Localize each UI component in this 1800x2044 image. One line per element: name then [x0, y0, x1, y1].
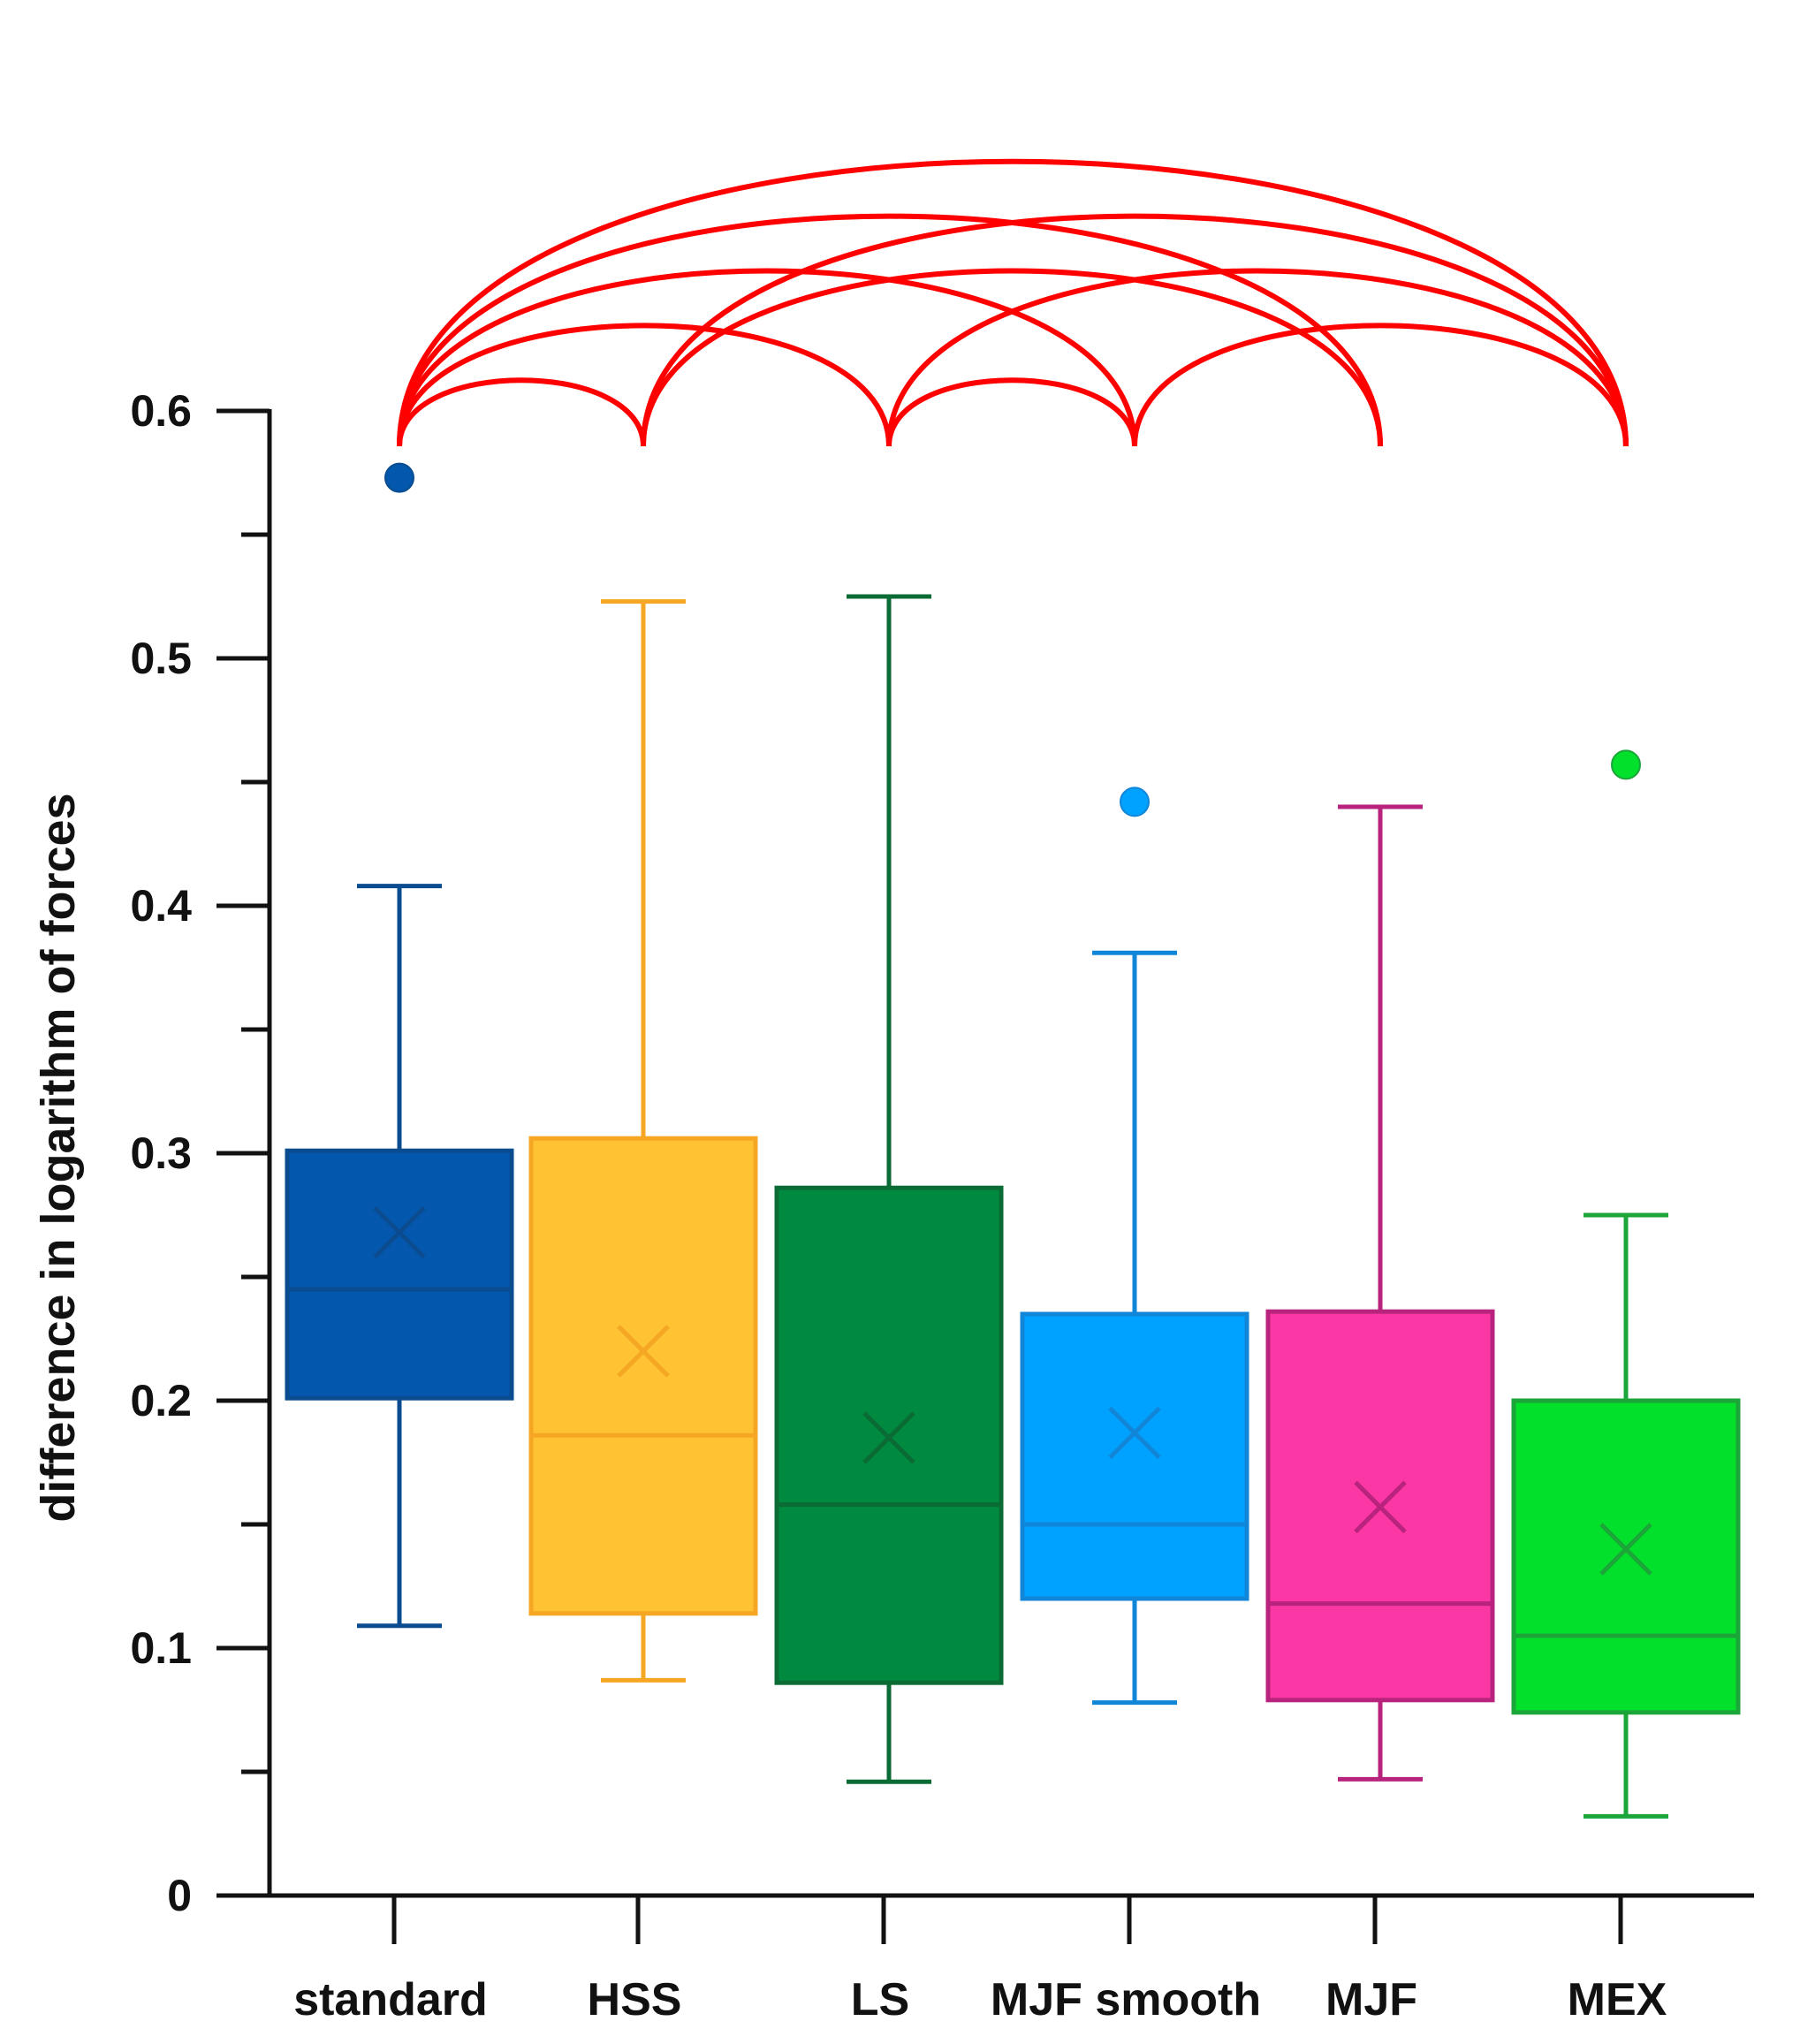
y-tick-label: 0.4 — [130, 881, 192, 931]
box-mex — [1511, 749, 1741, 1819]
x-tick-label: LS — [851, 1974, 909, 2025]
outlier-point — [384, 462, 414, 493]
x-tick-label: standard — [293, 1974, 488, 2025]
box-mjf-smooth — [1020, 786, 1249, 1706]
box-ls — [774, 594, 1004, 1784]
ticks-layer: 0 0.1 0.2 0.3 0.4 0.5 0.6 standard HSS LS MJF smoo… — [130, 386, 1667, 2025]
boxes-layer — [285, 462, 1741, 1819]
iqr-box — [1511, 1398, 1741, 1715]
y-tick-label: 0.2 — [130, 1376, 192, 1425]
x-tick-label: MJF smooth — [991, 1974, 1261, 2025]
mean-marker — [862, 1411, 915, 1464]
significance-arc — [886, 377, 1137, 447]
iqr-box — [1020, 1311, 1249, 1601]
significance-arc — [397, 323, 892, 447]
x-tick-label: HSS — [588, 1974, 682, 2025]
y-tick-label: 0.6 — [130, 386, 192, 436]
box-hss — [528, 599, 758, 1683]
significance-arc — [886, 268, 1629, 447]
significance-arc — [397, 377, 646, 447]
mean-marker — [1354, 1480, 1407, 1534]
box-standard — [285, 462, 514, 1629]
significance-arc — [1132, 323, 1629, 447]
mean-marker — [1108, 1406, 1161, 1460]
y-tick-label: 0.5 — [130, 634, 192, 683]
iqr-box — [285, 1148, 514, 1401]
significance-arc — [397, 268, 1137, 447]
outlier-point — [1120, 786, 1150, 817]
significance-arc — [641, 213, 1629, 447]
y-tick-label: 0 — [167, 1871, 192, 1920]
mean-marker — [617, 1325, 670, 1378]
y-tick-label: 0.1 — [130, 1623, 192, 1673]
mean-marker — [373, 1205, 426, 1259]
significance-arc — [397, 158, 1629, 447]
x-tick-label: MEX — [1568, 1974, 1667, 2025]
significance-arc — [641, 268, 1383, 447]
box-mjf — [1265, 804, 1495, 1782]
y-tick-label: 0.3 — [130, 1128, 192, 1178]
y-axis-title: difference in logarithm of forces — [32, 793, 85, 1522]
x-tick-label: MJF — [1325, 1974, 1417, 2025]
outlier-point — [1611, 749, 1641, 780]
mean-marker — [1599, 1523, 1652, 1576]
significance-arcs — [397, 158, 1629, 447]
iqr-box — [528, 1136, 758, 1616]
